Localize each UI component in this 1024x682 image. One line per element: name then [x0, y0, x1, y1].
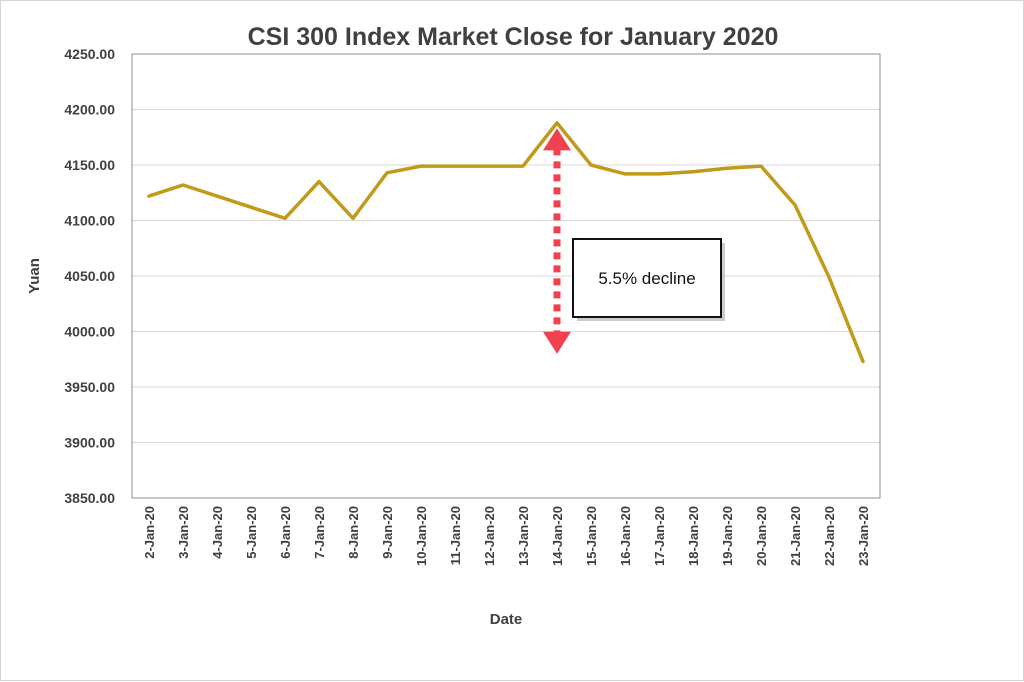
annotation-layer: 5.5% decline	[543, 128, 725, 354]
x-tick-label: 10-Jan-20	[414, 506, 429, 566]
decline-arrow-head-top	[543, 128, 571, 151]
data-point	[759, 164, 763, 168]
data-point	[385, 171, 389, 175]
x-tick-label: 15-Jan-20	[584, 506, 599, 566]
data-point	[487, 164, 491, 168]
data-point	[317, 180, 321, 184]
x-tick-label: 19-Jan-20	[720, 506, 735, 566]
data-point	[657, 172, 661, 176]
data-point	[147, 194, 151, 198]
y-tick-label: 3850.00	[64, 490, 115, 506]
x-tick-label: 8-Jan-20	[346, 506, 361, 559]
series-layer	[147, 121, 865, 364]
y-axis-label: Yuan	[26, 258, 43, 294]
x-tick-label: 3-Jan-20	[176, 506, 191, 559]
y-tick-label: 4150.00	[64, 157, 115, 173]
x-tick-label: 21-Jan-20	[788, 506, 803, 566]
data-point	[827, 275, 831, 279]
x-tick-label: 23-Jan-20	[856, 506, 871, 566]
x-tick-label: 14-Jan-20	[550, 506, 565, 566]
y-tick-label: 4250.00	[64, 46, 115, 62]
x-tick-label: 11-Jan-20	[448, 506, 463, 565]
data-point	[589, 163, 593, 167]
y-tick-label: 4050.00	[64, 268, 115, 284]
data-point	[555, 121, 559, 125]
data-point	[521, 164, 525, 168]
data-point	[181, 183, 185, 187]
plot-area-border	[131, 53, 881, 499]
x-tick-label: 20-Jan-20	[754, 506, 769, 566]
x-axis-ticks: 2-Jan-20 3-Jan-20 4-Jan-20 5-Jan-20 6-Jan-20…	[142, 506, 871, 566]
x-tick-label: 9-Jan-20	[380, 506, 395, 559]
data-point	[453, 164, 457, 168]
data-point	[215, 194, 219, 198]
data-point	[419, 164, 423, 168]
data-point	[249, 205, 253, 209]
series-line	[147, 121, 865, 364]
data-point	[691, 170, 695, 174]
y-tick-label: 4200.00	[64, 102, 115, 118]
x-tick-label: 18-Jan-20	[686, 506, 701, 566]
decline-arrow-head-bottom	[543, 331, 571, 354]
x-tick-label: 13-Jan-20	[516, 506, 531, 566]
callout-box	[572, 238, 722, 318]
x-tick-label: 4-Jan-20	[210, 506, 225, 559]
y-tick-label: 3900.00	[64, 435, 115, 451]
data-point	[351, 216, 355, 220]
y-tick-label: 4100.00	[64, 213, 115, 229]
data-point	[725, 166, 729, 170]
data-point	[861, 359, 865, 363]
data-point	[793, 203, 797, 207]
x-axis-label: Date	[490, 611, 523, 628]
x-tick-label: 12-Jan-20	[482, 506, 497, 566]
x-tick-label: 2-Jan-20	[142, 506, 157, 559]
callout-text: 5.5% decline	[598, 269, 695, 288]
x-tick-label: 17-Jan-20	[652, 506, 667, 566]
x-tick-label: 7-Jan-20	[312, 506, 327, 559]
gridlines	[132, 109, 880, 443]
data-point	[283, 216, 287, 220]
data-point	[623, 172, 627, 176]
x-tick-label: 6-Jan-20	[278, 506, 293, 559]
x-tick-label: 16-Jan-20	[618, 506, 633, 566]
y-tick-label: 3950.00	[64, 379, 115, 395]
chart-title: CSI 300 Index Market Close for January 2…	[248, 23, 779, 51]
y-axis-ticks: 4250.00 4200.00 4150.00 4100.00 4050.00 4000.…	[64, 46, 115, 506]
y-tick-label: 4000.00	[64, 324, 115, 340]
x-tick-label: 22-Jan-20	[822, 506, 837, 566]
x-tick-label: 5-Jan-20	[244, 506, 259, 559]
